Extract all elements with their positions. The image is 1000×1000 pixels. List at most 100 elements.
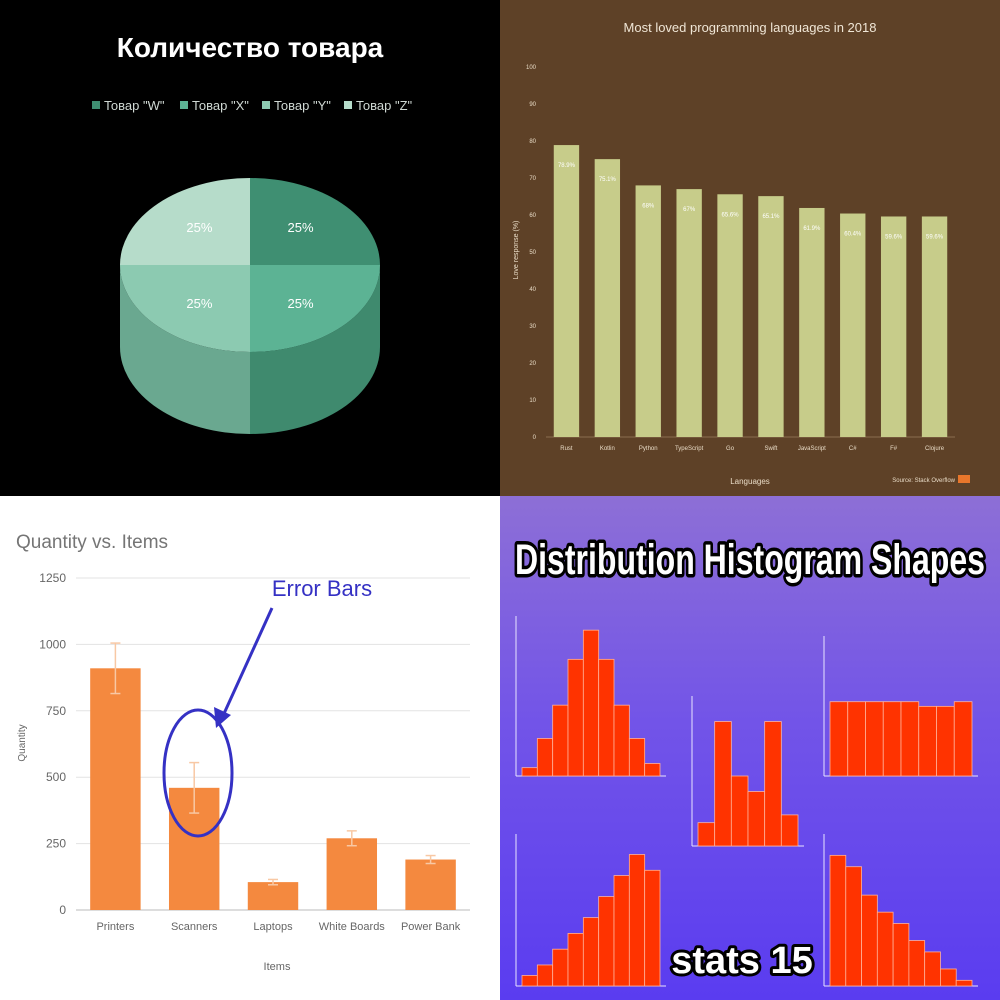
histogram-bar [552, 948, 569, 987]
languages-data-label: 75.1% [599, 177, 617, 183]
pie-data-label: 25% [288, 296, 314, 311]
histogram-bar [861, 894, 878, 987]
languages-bar [676, 189, 702, 437]
languages-data-label: 78.9% [558, 163, 576, 169]
languages-y-tick-label: 40 [529, 287, 536, 293]
histogram-bar [780, 814, 799, 847]
histogram-bar [829, 854, 847, 987]
histogram-bar [521, 975, 538, 987]
languages-y-tick-label: 30 [529, 324, 536, 330]
languages-source-note: Source: Stack Overflow [892, 478, 955, 484]
error-chart-bar [247, 882, 299, 910]
error-chart-y-tick-label: 1000 [39, 637, 66, 651]
pie-legend-swatch [262, 101, 270, 109]
languages-bars: 78.9% Rust 75.1% Kotlin 68% Python 67% TypeScri… [553, 145, 948, 452]
histogram-bar [628, 854, 646, 987]
error-chart-y-axis-label: Quantity [17, 724, 28, 761]
histogram-bar [764, 721, 782, 847]
histogram-bar [955, 979, 973, 987]
histogram-bar [714, 721, 732, 847]
pie-legend-swatch [344, 101, 352, 109]
languages-bar [553, 145, 580, 437]
languages-y-tick-label: 60 [529, 213, 536, 219]
histogram-bar [936, 705, 955, 777]
languages-data-label: 67% [683, 207, 696, 213]
languages-chart-panel: Most loved programming languages in 2018… [500, 0, 1000, 496]
languages-category-label: Clojure [925, 446, 945, 452]
histogram-bar [747, 791, 766, 847]
pie-chart-title: Количество товара [117, 32, 384, 63]
histogram-bar [536, 738, 554, 777]
annotation-arrow-head-icon [214, 707, 231, 728]
languages-y-tick-label: 20 [529, 361, 536, 367]
histogram-bar [892, 923, 910, 987]
error-chart-category-label: Power Bank [401, 921, 461, 933]
languages-data-label: 59.6% [926, 234, 944, 240]
languages-bar-chart: Most loved programming languages in 2018… [513, 20, 970, 486]
histogram-bar [613, 875, 630, 987]
languages-bar [717, 194, 743, 437]
source-logo-icon [958, 475, 970, 483]
histogram-bar [697, 822, 716, 847]
languages-y-axis-label: Love response (%) [513, 221, 520, 280]
languages-category-label: C# [849, 446, 857, 452]
pie-legend-swatch [92, 101, 100, 109]
histogram-bar [628, 738, 646, 777]
languages-bar [921, 216, 948, 437]
pie-legend-label: Товар "Z" [356, 98, 413, 113]
histogram-shapes: Distribution Histogram Shapes stats 15 [512, 533, 989, 987]
languages-x-axis-label: Languages [730, 477, 770, 486]
error-bar-highlight-circle [162, 708, 234, 838]
languages-category-label: Rust [560, 446, 573, 452]
pie-data-label: 25% [186, 296, 212, 311]
pie-legend-label: Товар "W" [104, 98, 165, 113]
histogram-bar [924, 951, 941, 987]
languages-y-tick-label: 50 [529, 250, 536, 256]
error-chart-y-axis: 0 250 500 750 1000 1250 [39, 571, 470, 917]
error-bar [189, 761, 200, 814]
histogram-title: Distribution Histogram Shapes [515, 536, 985, 584]
histogram-bar [940, 968, 957, 987]
languages-bar [840, 213, 866, 437]
histogram-left-skewed [515, 834, 666, 987]
error-chart-y-tick-label: 250 [46, 837, 66, 851]
histogram-bar [900, 701, 920, 777]
error-chart-y-tick-label: 500 [46, 770, 66, 784]
histogram-right-skewed [823, 834, 978, 987]
languages-data-label: 65.6% [722, 212, 740, 218]
error-chart-bars: Printers Scanners Laptops White Boards Power… [90, 642, 461, 933]
pie-slice [120, 178, 250, 265]
histogram-bar [876, 911, 894, 987]
histogram-bar [598, 896, 615, 987]
languages-data-label: 68% [642, 203, 655, 209]
histogram-bimodal [691, 696, 804, 847]
error-bars-annotation-text: Error Bars [272, 576, 372, 601]
languages-data-label: 59.6% [885, 234, 903, 240]
languages-bar [799, 207, 825, 437]
histogram-bar [730, 775, 749, 847]
pie-slice [250, 265, 380, 352]
error-bars-annotation: Error Bars [162, 576, 372, 838]
languages-data-label: 60.4% [844, 232, 862, 238]
languages-y-tick-label: 90 [529, 102, 536, 108]
error-chart-bar [405, 859, 456, 910]
pie-legend-label: Товар "Y" [274, 98, 331, 113]
histogram-bar [918, 705, 937, 777]
languages-y-tick-label: 70 [529, 176, 536, 182]
pie-legend-label: Товар "X" [192, 98, 249, 113]
languages-category-label: Go [726, 446, 735, 452]
histogram-bar [598, 658, 615, 777]
histogram-bar [882, 701, 902, 777]
languages-category-label: TypeScript [675, 446, 704, 452]
error-chart-y-tick-label: 750 [46, 704, 66, 718]
pie-chart-body: 25% 25% 25% 25% [120, 178, 380, 434]
languages-bar [635, 185, 661, 437]
languages-category-label: JavaScript [798, 446, 826, 452]
languages-chart-title: Most loved programming languages in 2018 [624, 20, 877, 35]
error-chart-category-label: Scanners [171, 921, 218, 933]
error-bar [346, 830, 357, 847]
pie-chart: Количество товара Товар "W" Товар "X" Това… [92, 32, 413, 434]
error-chart-bar [326, 838, 378, 910]
histogram-bar [953, 701, 973, 777]
error-bar [425, 854, 436, 865]
